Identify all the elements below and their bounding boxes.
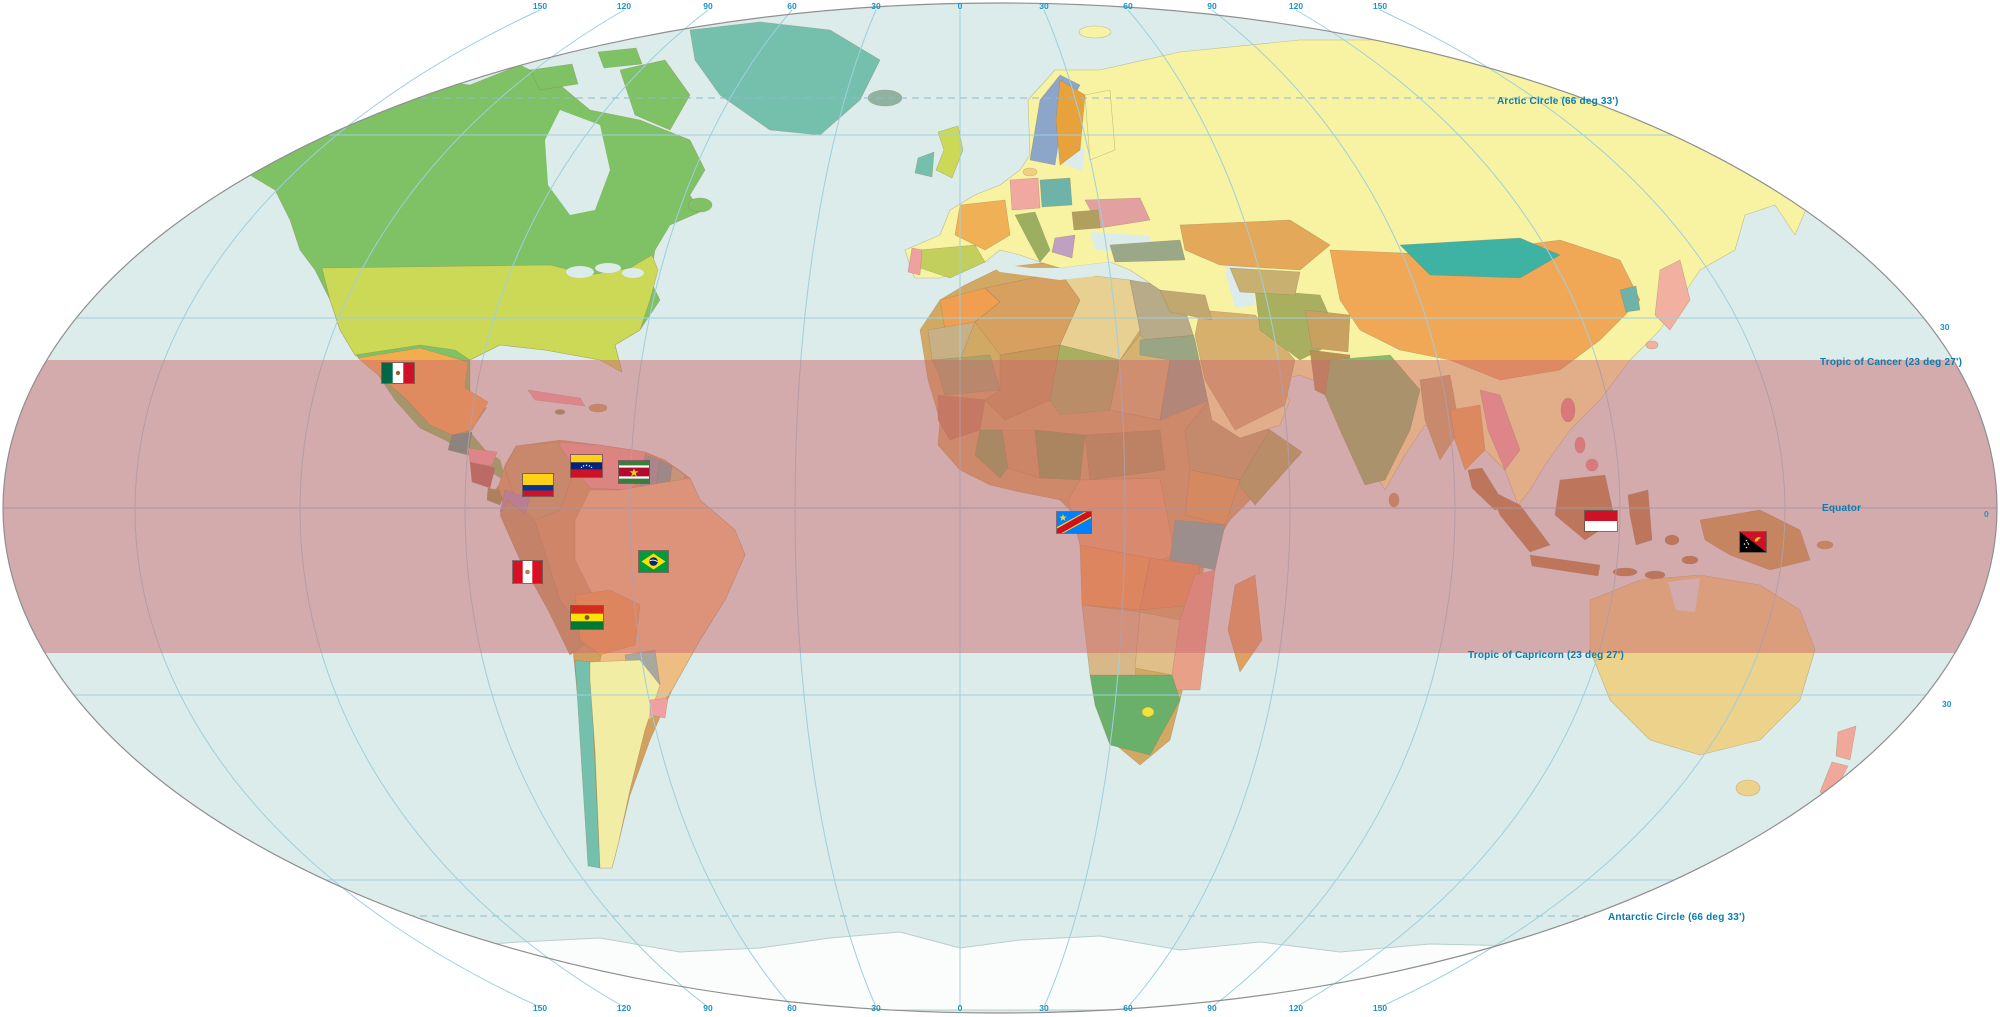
lon-tick-bottom: 120 [616,1003,632,1013]
lon-tick-top: 30 [871,1,881,11]
tropical-belt [3,360,1997,653]
lon-tick-bottom: 120 [1288,1003,1304,1013]
lon-tick-top: 0 [957,1,963,11]
indonesia-flag [1585,511,1617,531]
lon-tick-top: 120 [1288,1,1304,11]
tropic-of-capricorn-label: Tropic of Capricorn (23 deg 27') [1468,650,1625,661]
colombia-flag [523,474,553,496]
equator-label: Equator [1822,503,1862,514]
lon-tick-bottom: 30 [1039,1003,1049,1013]
lon-tick-bottom: 90 [1207,1003,1217,1013]
lon-tick-top: 60 [787,1,797,11]
lon-tick-top: 150 [532,1,548,11]
tropic-of-cancer-label: Tropic of Cancer (23 deg 27') [1820,357,1963,368]
peru-flag [513,561,542,583]
lon-tick-top: 150 [1372,1,1388,11]
bolivia-flag [571,606,603,629]
antarctic-circle-label: Antarctic Circle (66 deg 33') [1608,912,1746,923]
brazil-flag [639,551,668,572]
lon-tick-bottom: 30 [871,1003,881,1013]
lon-tick-top: 90 [703,1,713,11]
lon-tick-top: 60 [1123,1,1133,11]
dr-congo-flag [1057,512,1091,533]
lat-tick-right: 0 [1984,509,1989,519]
lon-tick-top: 90 [1207,1,1217,11]
lon-tick-bottom: 150 [1372,1003,1388,1013]
lat-tick-right: 30 [1942,699,1952,709]
lat-tick-right: 30 [1940,322,1950,332]
arctic-circle-label: Arctic Circle (66 deg 33') [1497,96,1619,107]
suriname-flag [619,461,649,483]
lon-tick-bottom: 60 [1123,1003,1133,1013]
lon-tick-top: 30 [1039,1,1049,11]
mexico-flag [382,363,414,383]
lon-tick-bottom: 150 [532,1003,548,1013]
lon-tick-bottom: 0 [957,1003,963,1013]
lon-tick-top: 120 [616,1,632,11]
venezuela-flag [571,455,602,477]
lon-tick-bottom: 90 [703,1003,713,1013]
papua-new-guinea-flag [1740,532,1766,552]
lon-tick-bottom: 60 [787,1003,797,1013]
